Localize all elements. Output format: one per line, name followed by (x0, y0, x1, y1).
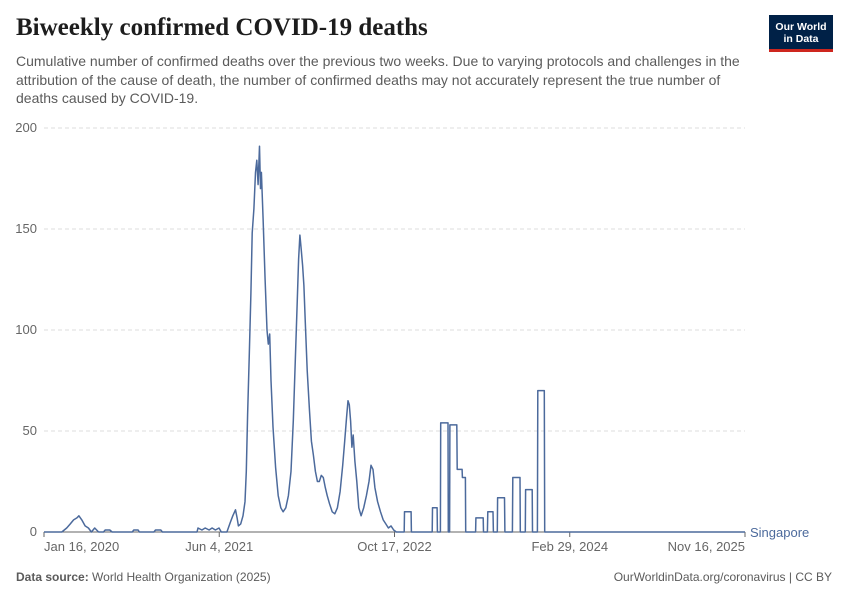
data-source-label: Data source: (16, 570, 89, 584)
x-tick-label: Oct 17, 2022 (357, 539, 431, 554)
y-tick-label: 150 (15, 221, 37, 236)
gridlines (44, 127, 745, 432)
owid-logo[interactable]: Our World in Data (769, 15, 833, 52)
x-tick-label: Jan 16, 2020 (44, 539, 119, 554)
y-tick-label: 0 (30, 524, 37, 539)
data-source: Data source: World Health Organization (… (16, 570, 271, 584)
x-tick-label: Jun 4, 2021 (185, 539, 253, 554)
x-axis: Jan 16, 2020 Jun 4, 2021 Oct 17, 2022 Feb 2… (43, 531, 746, 554)
logo-line-2: in Data (783, 33, 819, 45)
chart-subtitle: Cumulative number of confirmed deaths ov… (16, 53, 740, 106)
x-tick-label: Nov 16, 2025 (668, 539, 745, 554)
x-tick-label: Feb 29, 2024 (531, 539, 608, 554)
series-group: Singapore (44, 145, 809, 540)
series-label[interactable]: Singapore (750, 525, 809, 540)
logo-line-1: Our World (775, 21, 827, 33)
chart-title: Biweekly confirmed COVID-19 deaths (16, 14, 428, 41)
credit-link[interactable]: OurWorldinData.org/coronavirus | CC BY (613, 570, 832, 584)
y-axis-labels: 0 50 100 150 200 (15, 120, 37, 539)
y-tick-label: 50 (23, 423, 37, 438)
y-tick-label: 200 (15, 120, 37, 135)
data-source-text[interactable]: World Health Organization (2025) (92, 570, 271, 584)
series-line-singapore[interactable] (44, 145, 745, 533)
y-tick-label: 100 (15, 322, 37, 337)
